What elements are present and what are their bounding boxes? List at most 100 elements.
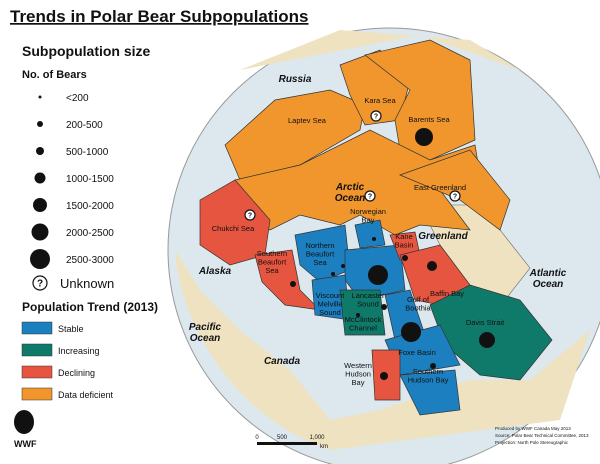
map-label-line: Sound (357, 300, 379, 309)
map-label-line: Hudson Bay (408, 376, 449, 385)
size-symbol (34, 172, 46, 184)
map-label: Viscount Melville Sound (316, 291, 346, 317)
size-symbol (37, 121, 43, 127)
map-label-line: Hudson (345, 370, 371, 379)
map-label: Southern Beaufort Sea (257, 249, 287, 275)
unknown-mark: ? (248, 213, 252, 220)
map-label-line: Basin (395, 241, 414, 250)
population-dots (290, 128, 495, 380)
unknown-symbol (32, 275, 48, 291)
map-label-line: Bay (352, 378, 365, 387)
map-label-line: Atlantic (529, 268, 567, 279)
map-label: Laptev Sea (288, 116, 327, 125)
unknown-symbol (449, 190, 461, 202)
size-symbol (38, 95, 42, 99)
credit-line: Source: Polar Bear Technical Committee, … (495, 433, 589, 438)
map-label-line: Kara Sea (364, 96, 396, 105)
map-label-line: Bay (362, 216, 375, 225)
unknown-symbol (370, 110, 382, 122)
map-label: Foxe Basin (398, 348, 436, 357)
map-label: Norwegian Bay (350, 207, 386, 225)
map-label: Western Hudson Bay (344, 361, 372, 387)
map-label: Russia (279, 74, 312, 85)
map-label: Kara Sea (364, 96, 396, 105)
scale-bar (257, 442, 317, 445)
map-label: McClintock Channel (345, 315, 382, 333)
size-label: 2000-2500 (66, 228, 114, 239)
map-label-line: Canada (264, 356, 301, 367)
map-label: Lancaster Sound (352, 291, 385, 309)
title: Trends in Polar Bear Subpopulations (10, 7, 309, 26)
size-label: 1000-1500 (66, 174, 114, 185)
map-label: Alaska (198, 266, 232, 277)
size-symbol (31, 223, 49, 241)
unknown-mark: ? (37, 279, 43, 290)
unknown-mark: ? (368, 194, 372, 201)
map-label-line: Chukchi Sea (212, 224, 255, 233)
map-label-line: Alaska (198, 266, 232, 277)
size-label: 1500-2000 (66, 201, 114, 212)
size-label: 200-500 (66, 120, 103, 131)
map-label: Barents Sea (408, 115, 450, 124)
logo-mark (14, 410, 34, 434)
map-label-line: Pacific (189, 322, 222, 333)
map-label-line: McClintock (345, 315, 382, 324)
size-label: 2500-3000 (66, 255, 114, 266)
map-label-line: Gulf of (407, 295, 430, 304)
map-label-line: Russia (279, 74, 312, 85)
unknown-symbol (244, 209, 256, 221)
trend-label: Increasing (58, 346, 100, 356)
trend-swatch (21, 387, 53, 401)
map-label-line: Beaufort (258, 258, 287, 267)
map-label-line: Ocean (335, 193, 366, 204)
map-label-line: Southern (257, 249, 287, 258)
map-label-line: Beaufort (306, 250, 335, 259)
unknown-symbol (364, 190, 376, 202)
map-label-line: Southern (413, 367, 443, 376)
map-label-line: Norwegian (350, 207, 386, 216)
map-label-line: Davis Strait (466, 318, 505, 327)
size-symbol (36, 147, 44, 155)
map-label-line: Arctic (335, 182, 365, 193)
map-label-line: Foxe Basin (398, 348, 436, 357)
map-label-line: Baffin Bay (430, 289, 464, 298)
map-label-line: Ocean (533, 279, 564, 290)
unknown-label: Unknown (60, 276, 114, 291)
map-label-line: Sea (313, 258, 327, 267)
map-label: Pacific Ocean (189, 322, 222, 344)
map-label-line: Laptev Sea (288, 116, 327, 125)
size-symbol (30, 249, 50, 269)
map-label: Northern Beaufort Sea (305, 241, 335, 267)
trend-swatch (21, 343, 53, 357)
map-label: Atlantic Ocean (529, 268, 567, 290)
size-legend-subtitle: No. of Bears (22, 69, 87, 81)
map-label-line: Channel (349, 324, 377, 333)
credit-line: Projection: North Pole Stereographic (495, 440, 569, 445)
map-label: Southern Hudson Bay (408, 367, 449, 385)
map-label-line: Boothia (405, 304, 431, 313)
map-label-line: Kane (395, 232, 413, 241)
map-label-line: Lancaster (352, 291, 385, 300)
trend-label: Data deficient (58, 390, 114, 400)
trend-legend-title: Population Trend (2013) (22, 300, 158, 314)
map-label: Davis Strait (466, 318, 505, 327)
unknown-mark: ? (374, 114, 378, 121)
map-label-line: Barents Sea (408, 115, 450, 124)
size-label: <200 (66, 93, 89, 104)
map-label-line: Viscount (316, 291, 346, 300)
size-symbol (33, 198, 47, 212)
map-label-line: Sea (265, 266, 279, 275)
map-label: Canada (264, 356, 301, 367)
credit-line: Produced by WWF Canada May 2013 (495, 426, 571, 431)
map-label: Arctic Ocean (335, 182, 366, 204)
trend-label: Stable (58, 324, 84, 334)
trend-label: Declining (58, 368, 95, 378)
map-label-line: East Greenland (414, 183, 466, 192)
map-label-line: Melville (317, 300, 342, 309)
scale-label: 1,000 (309, 435, 325, 441)
map-label: East Greenland (414, 183, 466, 192)
size-label: 500-1000 (66, 147, 109, 158)
map-label-line: Sound (319, 308, 341, 317)
map-label: Gulf of Boothia (405, 295, 431, 313)
